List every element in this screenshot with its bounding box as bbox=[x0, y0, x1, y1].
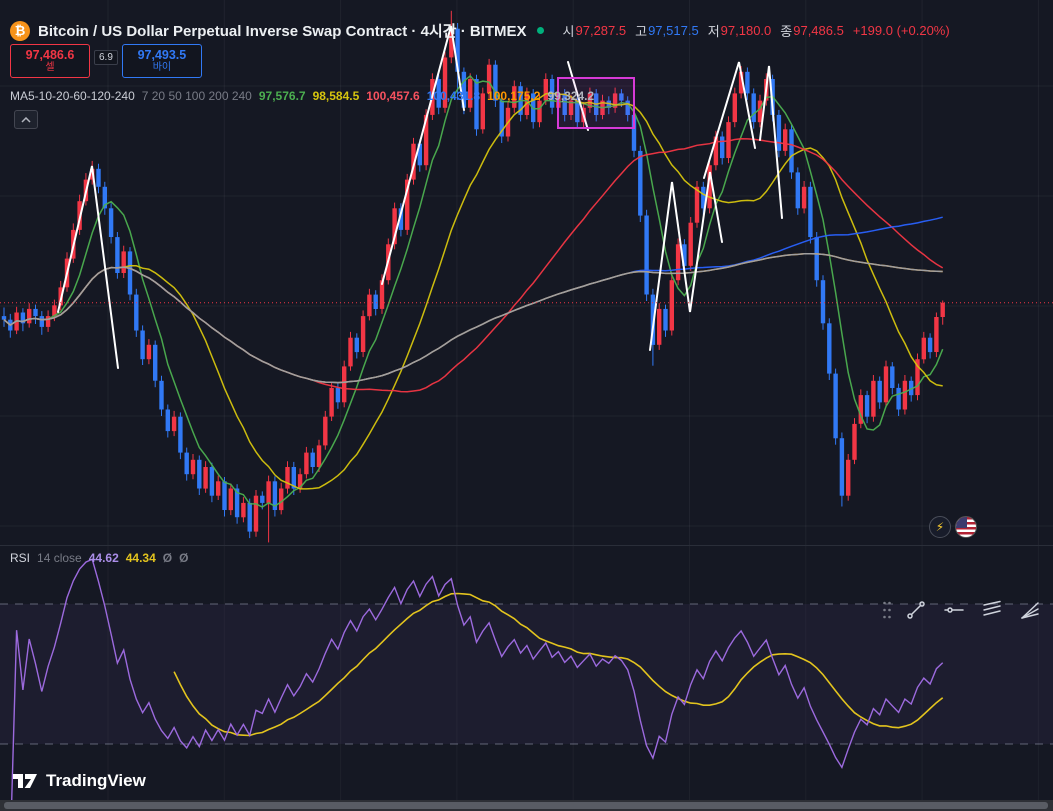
tradingview-mark-icon bbox=[13, 774, 37, 788]
rsi-legend[interactable]: RSI 14 close 44.62 44.34 Ø Ø bbox=[10, 551, 188, 565]
spread-value: 6.9 bbox=[94, 50, 118, 65]
collapse-legend-button[interactable] bbox=[14, 110, 38, 129]
rsi-line bbox=[10, 558, 944, 811]
ohlc-value: 97,180.0 bbox=[720, 23, 772, 38]
symbol-title[interactable]: Bitcoin / US Dollar Perpetual Inverse Sw… bbox=[38, 23, 527, 40]
ma-value: 98,584.5 bbox=[312, 89, 360, 103]
rsi-values: 44.62 44.34 Ø Ø bbox=[89, 551, 189, 565]
ma-value: 99,324.2 bbox=[547, 89, 595, 103]
pane-divider[interactable] bbox=[0, 545, 1053, 546]
ohlc-label: 시 bbox=[562, 24, 575, 39]
chart-badges: ⚡ bbox=[929, 516, 977, 538]
ohlc-label: 고 bbox=[635, 24, 648, 39]
rsi-value: 44.62 bbox=[88, 551, 119, 565]
ohlc-label: 종 bbox=[780, 24, 793, 39]
order-panel: 97,486.6 셀 6.9 97,493.5 바이 bbox=[10, 44, 202, 78]
market-status-icon[interactable] bbox=[536, 27, 544, 34]
buy-price: 97,493.5 bbox=[137, 47, 187, 62]
drawing-toolbar bbox=[879, 594, 1047, 626]
horizontal-scrollbar[interactable] bbox=[0, 800, 1053, 811]
ma-value: 100,457.6 bbox=[366, 89, 420, 103]
rsi-value: Ø bbox=[179, 551, 189, 565]
trend-line-icon bbox=[907, 601, 925, 619]
sell-price: 97,486.6 bbox=[25, 47, 75, 62]
tradingview-wordmark: TradingView bbox=[46, 771, 146, 790]
horizontal-ray-tool-button[interactable] bbox=[937, 594, 971, 626]
ma-value: 97,576.7 bbox=[258, 89, 306, 103]
bitcoin-icon: ₿ bbox=[10, 20, 30, 41]
parallel-channel-tool-button[interactable] bbox=[975, 594, 1009, 626]
rsi-value: 44.34 bbox=[125, 551, 156, 565]
rsi-ma-line bbox=[173, 592, 944, 737]
symbol-header: ₿ Bitcoin / US Dollar Perpetual Inverse … bbox=[10, 20, 950, 41]
price-change: +199.0 (+0.20%) bbox=[852, 23, 950, 38]
tradingview-logo[interactable]: TradingView bbox=[12, 770, 146, 792]
buy-button[interactable]: 97,493.5 바이 bbox=[121, 44, 202, 78]
price-chart-canvas[interactable] bbox=[0, 0, 1053, 546]
ma-indicator-params: 7 20 50 100 200 240 bbox=[141, 89, 252, 103]
sell-button[interactable]: 97,486.6 셀 bbox=[10, 44, 90, 78]
ma-value: 100,431.8 bbox=[426, 89, 481, 103]
trend-line-tool-button[interactable] bbox=[899, 594, 933, 626]
ohlc-value: 97,287.5 bbox=[575, 23, 627, 38]
ohlc-value: 97,486.5 bbox=[793, 23, 844, 38]
rsi-value: Ø bbox=[162, 551, 173, 565]
fan-lines-icon bbox=[1021, 602, 1039, 619]
ohlc-label: 저 bbox=[707, 24, 720, 39]
drawing-annotations bbox=[57, 25, 783, 369]
ma-value: 100,175.2 bbox=[487, 89, 541, 103]
ma-legend[interactable]: MA5-10-20-60-120-240 7 20 50 100 200 240… bbox=[10, 89, 594, 103]
us-flag-icon[interactable] bbox=[955, 516, 977, 538]
drag-handle-icon[interactable] bbox=[879, 594, 895, 626]
ohlc-readout: 시 97,287.5 고 97,517.5 저 97,180.0 종 97,486.5 +199… bbox=[554, 21, 950, 40]
rsi-grid bbox=[107, 546, 1039, 811]
ma-values: 97,576.7 98,584.5 100,457.6 100,431.8 100,17… bbox=[259, 89, 594, 103]
rsi-chart-canvas[interactable] bbox=[0, 546, 1053, 811]
fan-lines-tool-button[interactable] bbox=[1013, 594, 1047, 626]
technical-rating-icon[interactable]: ⚡ bbox=[929, 516, 951, 538]
chevron-up-icon bbox=[21, 116, 31, 123]
ma-lines bbox=[3, 74, 944, 508]
main-grid bbox=[0, 0, 1053, 546]
rsi-indicator-params: 14 close bbox=[37, 551, 82, 565]
scrollbar-thumb[interactable] bbox=[4, 802, 1048, 809]
parallel-lines-icon bbox=[983, 600, 1001, 616]
horizontal-ray-icon bbox=[944, 607, 964, 613]
sell-label: 셀 bbox=[45, 62, 55, 74]
ma-indicator-title: MA5-10-20-60-120-240 bbox=[10, 89, 135, 103]
rsi-indicator-title: RSI bbox=[10, 551, 31, 565]
ohlc-value: 97,517.5 bbox=[648, 23, 699, 38]
buy-label: 바이 bbox=[152, 62, 172, 74]
